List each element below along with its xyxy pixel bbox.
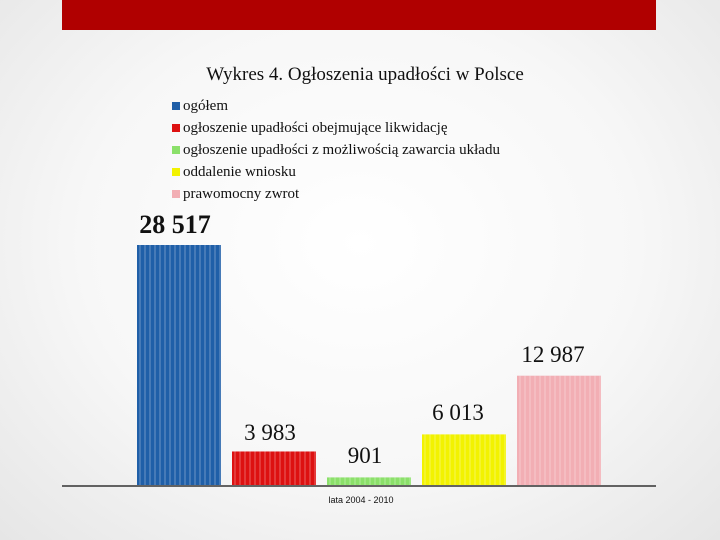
data-label-1: 28 517 — [139, 210, 211, 239]
legend-swatch — [172, 190, 180, 198]
bar-rect — [422, 434, 506, 485]
data-label-2: 3 983 — [244, 420, 296, 445]
bar-rect — [517, 375, 601, 485]
legend-item-ogolem: ogółem — [172, 98, 500, 120]
data-label-3: 901 — [348, 443, 383, 468]
legend: ogółem ogłoszenie upadłości obejmujące l… — [172, 98, 500, 208]
x-category-label: lata 2004 - 2010 — [328, 495, 393, 505]
bar-rect — [232, 451, 316, 485]
legend-item-uklad: ogłoszenie upadłości z możliwością zawar… — [172, 142, 500, 164]
bar-3 — [327, 477, 411, 485]
legend-label: ogłoszenie upadłości obejmujące likwidac… — [183, 120, 448, 136]
header-band — [62, 0, 656, 30]
legend-item-oddalenie: oddalenie wniosku — [172, 164, 500, 186]
chart-title: Wykres 4. Ogłoszenia upadłości w Polsce — [206, 64, 524, 85]
legend-swatch — [172, 168, 180, 176]
data-label-4: 6 013 — [432, 400, 484, 425]
data-label-5: 12 987 — [521, 342, 584, 367]
bar-rect — [327, 477, 411, 485]
legend-label: ogółem — [183, 98, 228, 114]
legend-item-likwidacja: ogłoszenie upadłości obejmujące likwidac… — [172, 120, 500, 142]
legend-label: oddalenie wniosku — [183, 164, 296, 180]
bar-2 — [232, 451, 316, 485]
legend-label: prawomocny zwrot — [183, 186, 300, 202]
legend-swatch — [172, 146, 180, 154]
bar-1 — [137, 245, 221, 485]
legend-item-zwrot: prawomocny zwrot — [172, 186, 500, 208]
bar-5 — [517, 375, 601, 485]
legend-swatch — [172, 124, 180, 132]
legend-swatch — [172, 102, 180, 110]
legend-label: ogłoszenie upadłości z możliwością zawar… — [183, 142, 500, 158]
bar-4 — [422, 434, 506, 485]
bar-rect — [137, 245, 221, 485]
